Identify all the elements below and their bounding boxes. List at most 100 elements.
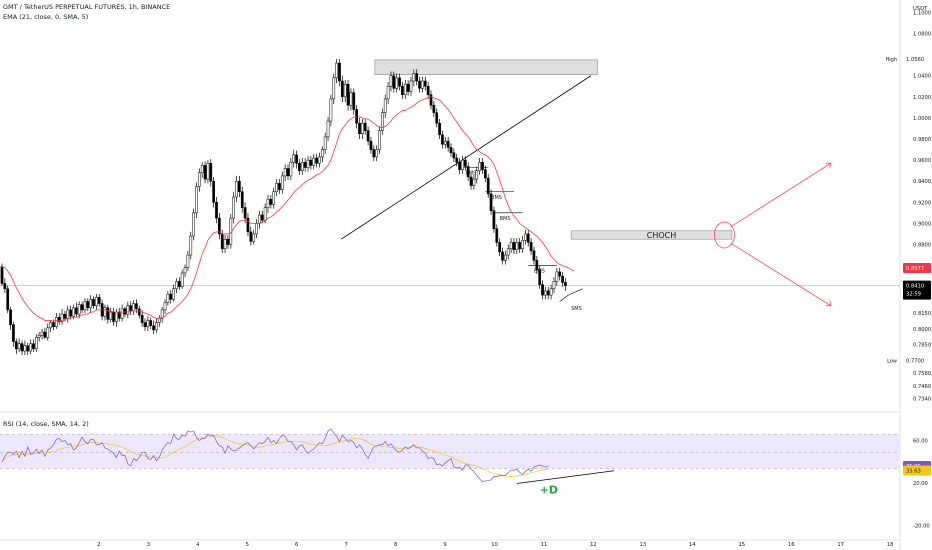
candle-body	[538, 269, 542, 285]
candle-body	[506, 248, 510, 256]
candle-body	[14, 341, 18, 350]
price-tick-label: 0.9400	[913, 179, 931, 185]
candle-body	[255, 223, 258, 235]
candle-body	[46, 327, 50, 338]
candle-body	[17, 343, 21, 350]
candle-body	[349, 92, 353, 106]
candle-body	[535, 260, 539, 271]
candle-body	[49, 322, 52, 329]
candle-body	[186, 254, 190, 268]
price-tick-label: 0.7340	[913, 397, 931, 403]
candle-body	[472, 178, 476, 186]
candle-body	[495, 228, 499, 243]
candle-body	[223, 238, 227, 249]
time-tick-label: 14	[689, 542, 696, 548]
candle-body	[243, 207, 247, 219]
candle-body	[541, 284, 544, 296]
candle-body	[352, 92, 356, 110]
candle-body	[335, 62, 338, 79]
price-tick-label: 1.0400	[913, 74, 931, 80]
low-label: Low	[887, 359, 897, 365]
candle-body	[395, 77, 399, 89]
candle-body	[309, 159, 313, 166]
candle-body	[258, 214, 261, 224]
time-tick-label: 9	[443, 542, 446, 548]
candle-body	[298, 163, 301, 171]
candle-body	[63, 313, 67, 319]
candle-body	[481, 161, 484, 170]
ema-legend[interactable]: EMA (21, close, 0, SMA, 5)	[3, 13, 89, 21]
candle-body	[441, 134, 444, 145]
choch-circle	[714, 221, 735, 249]
symbol-title: GMT / TetherUS PERPETUAL FUTURES, 1h, BI…	[3, 3, 171, 11]
candle-body	[398, 77, 401, 87]
candle-body	[526, 233, 530, 243]
candle-body	[23, 345, 27, 352]
candle-body	[323, 136, 327, 150]
candle-body	[515, 242, 519, 251]
candle-body	[103, 307, 107, 317]
candle-body	[361, 122, 364, 134]
price-tick-label: 0.7850	[913, 343, 931, 349]
rsi-ma-line	[1, 435, 549, 477]
candle-body	[235, 180, 238, 198]
candle-body	[532, 250, 536, 261]
candle-body	[240, 191, 244, 208]
candle-body	[295, 154, 298, 164]
price-tick-label: 0.8800	[913, 243, 931, 249]
candle-body	[200, 165, 204, 174]
resistance-zone	[374, 59, 598, 75]
candle-body	[152, 325, 155, 331]
candle-body	[169, 293, 173, 300]
price-tick-label: 0.9600	[913, 158, 931, 164]
candle-body	[269, 198, 273, 205]
candle-body	[406, 83, 410, 92]
candle-body	[172, 288, 175, 300]
high-value-tag: 1.0560	[906, 57, 924, 63]
candle-body	[378, 130, 381, 150]
candle-body	[155, 322, 158, 331]
candle-body	[280, 175, 284, 190]
choch-up-arrow	[730, 162, 831, 228]
candle-body	[372, 149, 376, 158]
candle-body	[112, 311, 115, 322]
candle-body	[132, 303, 135, 312]
candle-body	[283, 168, 287, 177]
candle-body	[401, 86, 404, 95]
candle-body	[455, 157, 459, 163]
candle-body	[157, 318, 161, 323]
candle-body	[89, 299, 93, 309]
candle-body	[34, 337, 38, 350]
candle-body	[160, 309, 164, 319]
bms-label: BMS	[500, 216, 511, 222]
candle-body	[501, 251, 504, 261]
candle-body	[498, 242, 501, 253]
candle-body	[346, 83, 350, 106]
price-tick-label: 1.1000	[913, 10, 931, 16]
last-price-tag: 0.8410	[906, 284, 924, 290]
candle-body	[249, 231, 253, 242]
candle-body	[52, 322, 55, 328]
price-tick-label: 1.0200	[913, 95, 931, 101]
candle-body	[20, 343, 24, 352]
price-tick-label: 0.7460	[913, 384, 931, 390]
candle-body	[423, 80, 427, 87]
candle-body	[140, 314, 144, 323]
candle-body	[215, 202, 218, 219]
candle-body	[195, 186, 198, 214]
candle-body	[386, 86, 390, 100]
choch-down-arrow	[730, 242, 831, 306]
candle-body	[363, 122, 367, 131]
candle-body	[40, 331, 44, 336]
sms-level-line	[559, 288, 583, 302]
candle-body	[135, 303, 138, 310]
candle-body	[32, 343, 35, 350]
rsi-legend[interactable]: RSI (14, close, SMA, 14, 2)	[3, 420, 89, 428]
candle-body	[0, 266, 4, 284]
rsi-line	[1, 428, 549, 483]
candle-body	[461, 159, 464, 170]
candle-body	[9, 309, 12, 325]
candle-body	[326, 120, 330, 138]
price-tick-label: 0.8000	[913, 327, 931, 333]
